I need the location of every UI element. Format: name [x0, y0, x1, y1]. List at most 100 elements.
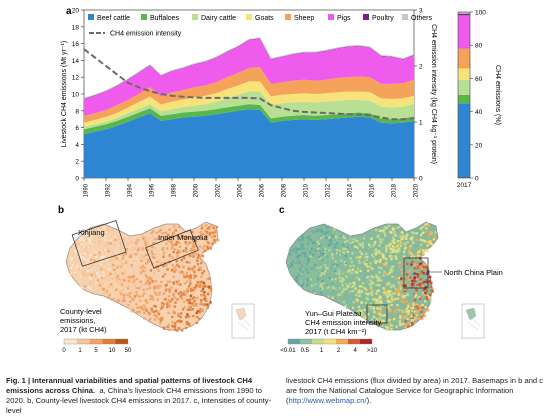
- map-cell: [200, 275, 203, 278]
- map-cell: [115, 288, 118, 291]
- map-cell: [337, 253, 340, 256]
- map-cell: [177, 312, 180, 315]
- map-cell: [155, 315, 158, 319]
- map-cell: [415, 305, 418, 308]
- map-cell: [382, 229, 385, 232]
- map-cell: [351, 240, 354, 244]
- caption-right: livestock CH4 emissions (flux divided by…: [286, 376, 550, 406]
- map-cell: [299, 282, 302, 285]
- map-cell: [102, 255, 106, 259]
- map-cell: [394, 297, 397, 301]
- map-cell: [394, 277, 398, 280]
- map-cell: [389, 251, 392, 254]
- map-cell: [153, 304, 156, 308]
- map-cell: [400, 310, 404, 314]
- map-cell: [168, 280, 172, 284]
- map-cell: [413, 263, 416, 266]
- map-cell: [374, 251, 377, 254]
- map-cell: [321, 264, 324, 268]
- map-cell: [306, 271, 310, 274]
- legend-swatch: [88, 14, 94, 20]
- map-cell: [144, 268, 147, 271]
- map-cell: [385, 231, 388, 235]
- map-cell: [107, 296, 110, 299]
- map-cell: [120, 279, 124, 282]
- map-cell: [77, 267, 80, 271]
- map-cell: [331, 256, 335, 260]
- map-cell: [353, 283, 356, 287]
- map-cell: [306, 243, 310, 246]
- map-cell: [104, 270, 108, 273]
- area-series-beef-cattle: [84, 109, 414, 178]
- map-cell: [354, 239, 357, 243]
- map-cell: [142, 238, 145, 241]
- map-cell: [122, 273, 125, 277]
- map-cell: [135, 243, 138, 247]
- bar-segment-goats: [458, 68, 470, 81]
- map-cell: [131, 266, 134, 269]
- map-cell: [84, 274, 88, 277]
- map-cell: [206, 292, 210, 295]
- map-cell: [423, 249, 427, 252]
- map-cell: [196, 256, 200, 260]
- map-cell: [396, 226, 399, 229]
- map-cell: [147, 258, 151, 261]
- map-cell: [114, 256, 117, 259]
- map-cell: [425, 309, 428, 312]
- map-cell: [191, 297, 194, 300]
- map-cell: [332, 230, 335, 234]
- map-cell: [191, 304, 194, 307]
- map-cell: [407, 275, 411, 278]
- map-cell: [407, 270, 410, 274]
- map-cell: [306, 284, 309, 287]
- map-cell: [154, 305, 157, 308]
- legend-swatch: [285, 14, 291, 20]
- map-cell: [161, 231, 165, 235]
- map-cell: [327, 295, 331, 298]
- map-cell: [415, 287, 418, 291]
- map-cell: [120, 243, 123, 246]
- map-cell: [158, 321, 162, 325]
- map-cell: [110, 257, 114, 260]
- map-cell: [196, 281, 199, 284]
- map-cell: [422, 251, 425, 255]
- map-cell: [337, 233, 341, 236]
- map-cell: [386, 295, 389, 299]
- map-cell: [102, 270, 105, 274]
- map-cell: [168, 289, 171, 292]
- map-cell: [184, 326, 188, 330]
- bar-tick-label: 0: [475, 176, 479, 183]
- map-cell: [302, 265, 305, 268]
- map-cell: [320, 229, 323, 232]
- map-cell: [90, 268, 93, 272]
- map-cell: [173, 266, 176, 269]
- legend-swatch: [192, 14, 198, 20]
- map-cell: [142, 304, 146, 307]
- map-cell: [164, 258, 167, 262]
- scale-swatch: [64, 339, 77, 344]
- map-cell: [170, 268, 174, 272]
- map-cell: [335, 259, 339, 262]
- scale-tick-label: 0.5: [301, 348, 310, 354]
- caption-link[interactable]: http://www.webmap.cn/: [288, 396, 367, 405]
- map-cell: [345, 287, 348, 290]
- map-cell: [349, 264, 352, 268]
- map-cell: [381, 256, 385, 259]
- map-cell: [174, 229, 177, 232]
- map-cell: [340, 277, 344, 280]
- map-cell: [332, 263, 335, 266]
- map-cell: [294, 244, 297, 247]
- map-cell: [99, 240, 102, 243]
- map-cell: [419, 297, 422, 300]
- map-cell: [206, 306, 210, 309]
- map-cell: [121, 257, 125, 260]
- map-cell: [392, 291, 395, 295]
- map-cell: [122, 297, 126, 300]
- map-cell: [355, 278, 358, 281]
- map-cell: [354, 245, 358, 248]
- map-cell: [121, 272, 124, 275]
- map-cell: [72, 257, 75, 260]
- map-cell: [299, 251, 302, 254]
- map-cell: [208, 233, 211, 236]
